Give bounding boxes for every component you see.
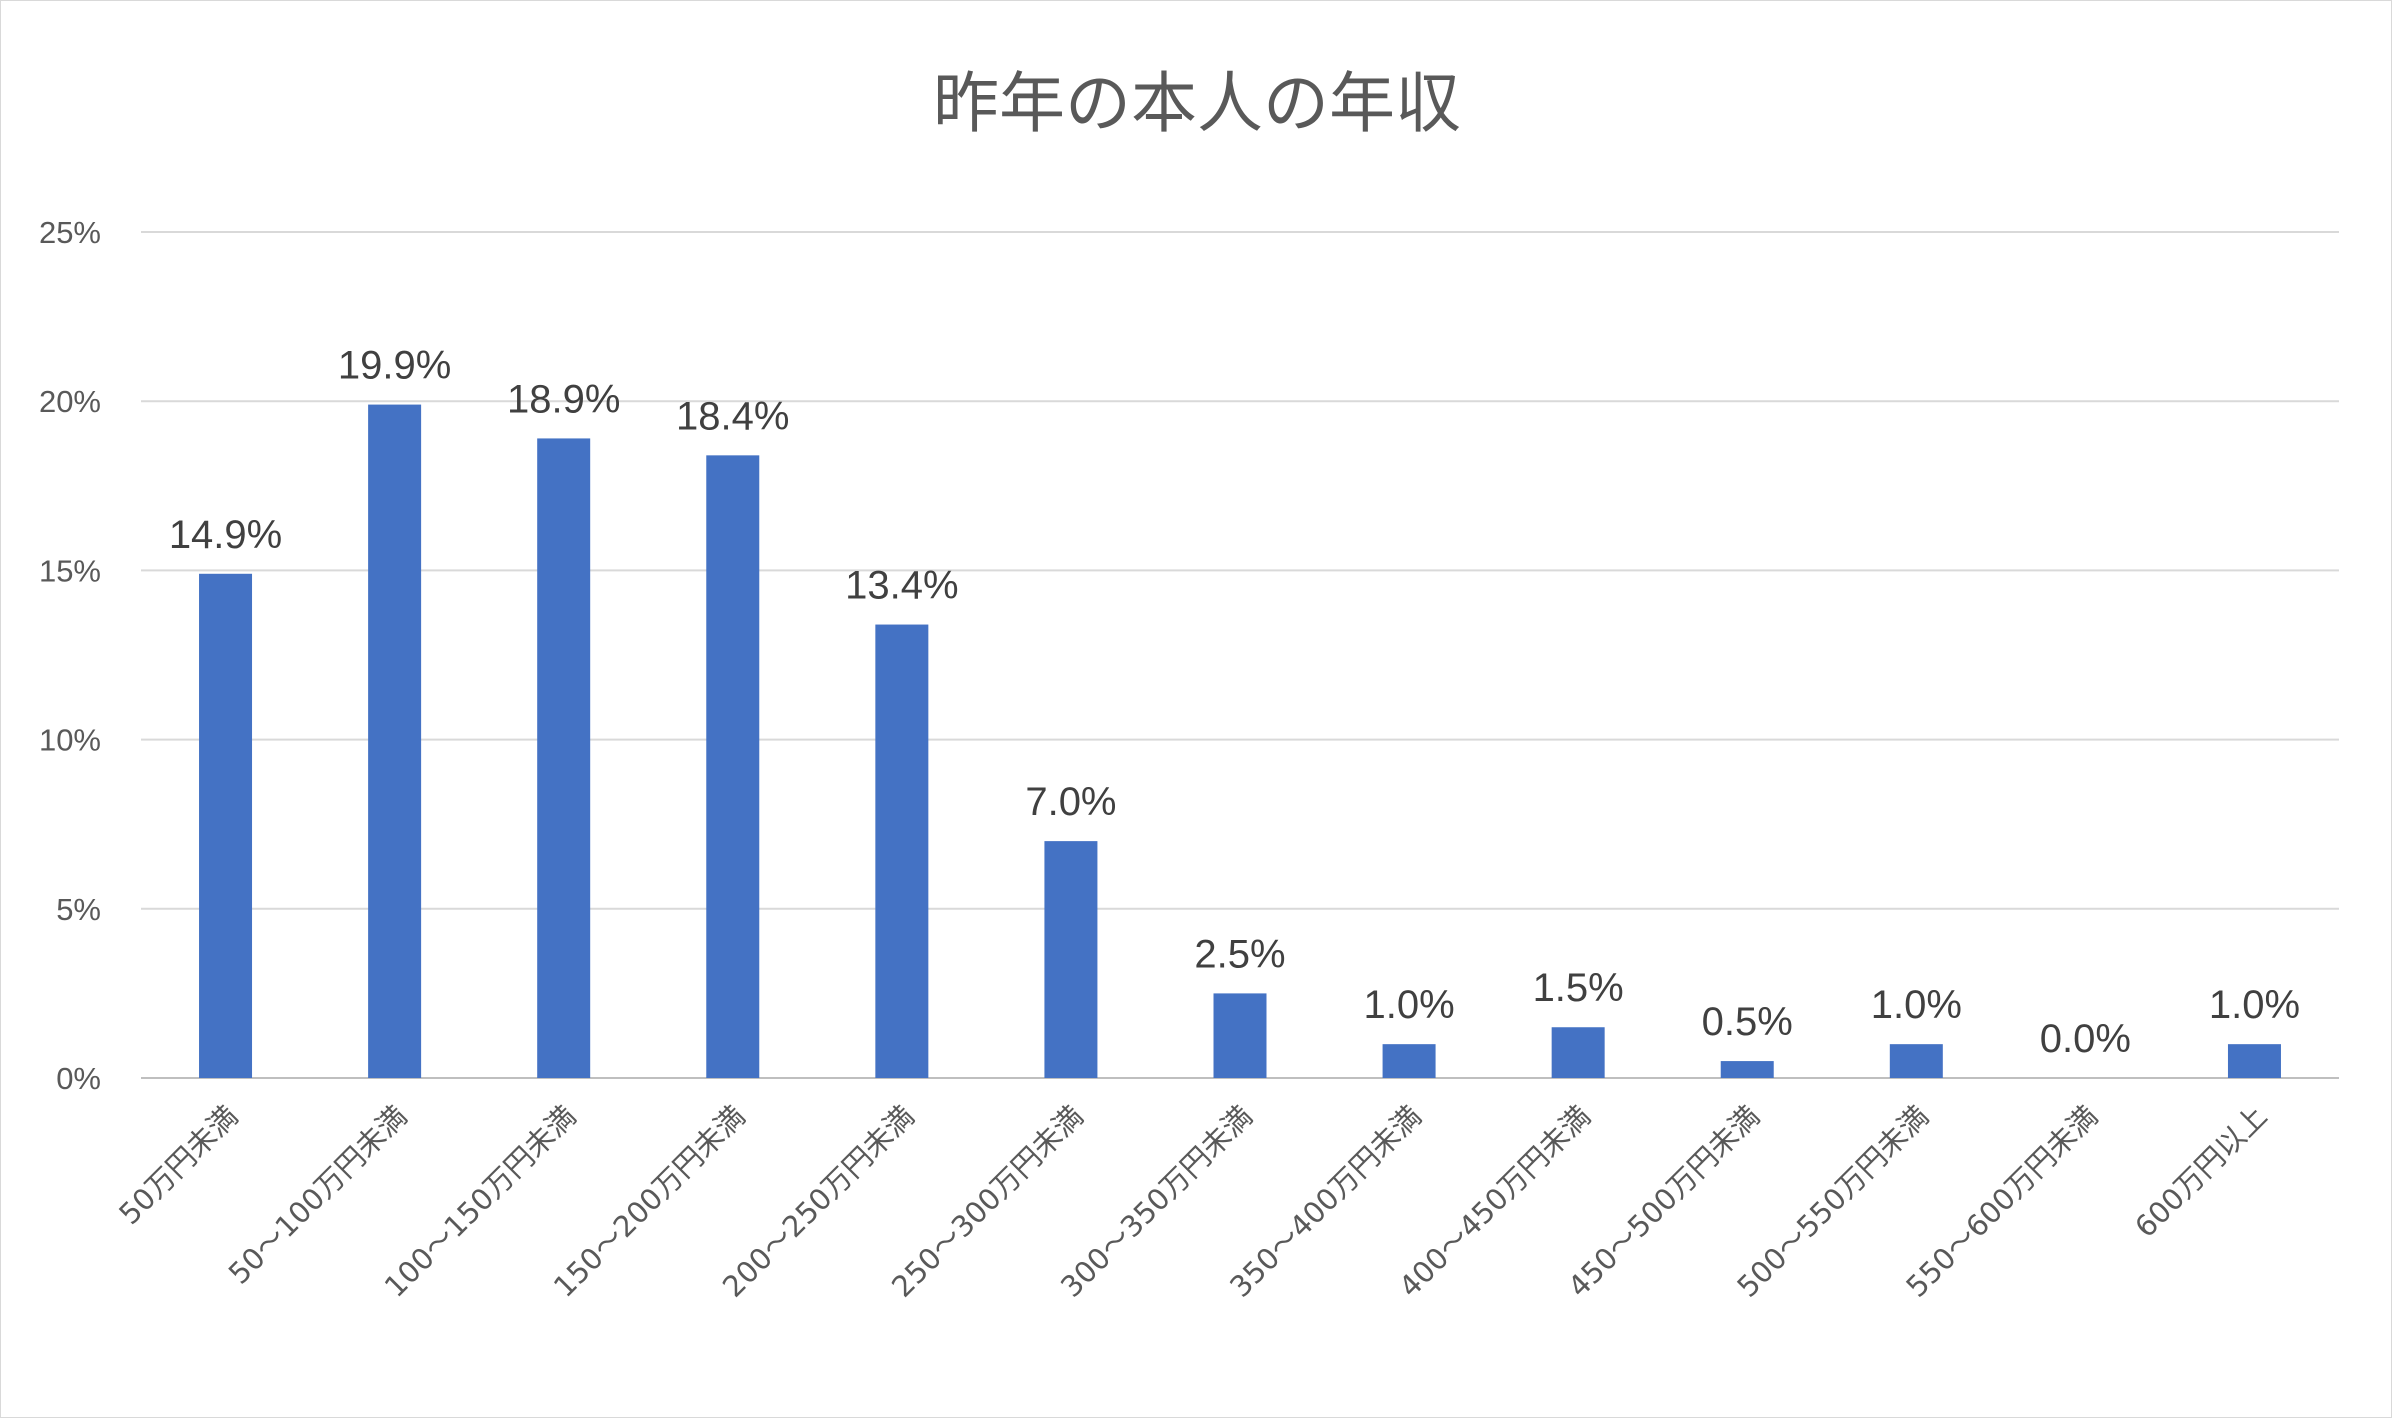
bar [1889,1044,1943,1078]
x-tick-label: 550～600万円未満 [1899,1099,2104,1304]
y-tick-label: 5% [56,892,101,927]
data-label: 13.4% [845,564,958,608]
bar [1044,841,1098,1078]
chart-title: 昨年の本人の年収 [933,65,1461,142]
data-labels: 14.9% 19.9% 18.9% 18.4% 13.4% 7.0% 2.5% 1.0% 1.5… [169,344,2300,1061]
data-label: 1.0% [1871,983,1962,1027]
x-tick-label: 350～400万円未満 [1223,1099,1428,1304]
gridlines [141,231,2339,1079]
data-label: 7.0% [1025,780,1116,824]
data-label: 18.4% [676,394,789,438]
bar [1213,993,1267,1078]
bar [706,455,760,1078]
bar [875,624,929,1078]
bar [537,438,591,1078]
data-label: 18.9% [507,377,620,421]
bar [1551,1027,1605,1078]
data-label: 0.5% [1702,1000,1793,1044]
x-tick-label: 200～250万円未満 [716,1099,921,1304]
x-tick-label: 600万円以上 [2128,1099,2273,1244]
data-label: 1.0% [2209,983,2300,1027]
bar [368,404,422,1079]
data-label: 1.5% [1533,966,1624,1010]
x-axis-ticks: 50万円未満50～100万円未満100～150万円未満150～200万円未満20… [112,1099,2273,1304]
data-label: 19.9% [338,344,451,388]
bar [1720,1061,1774,1078]
y-tick-label: 20% [39,384,101,419]
data-label: 1.0% [1363,983,1454,1027]
data-label: 14.9% [169,513,282,557]
x-tick-label: 450～500万円未満 [1561,1099,1766,1304]
x-tick-label: 100～150万円未満 [378,1099,583,1304]
y-tick-label: 25% [39,215,101,250]
bars [199,404,2281,1079]
y-axis-ticks: 0% 5% 10% 15% 20% 25% [39,215,101,1096]
data-label: 0.0% [2040,1017,2131,1061]
y-tick-label: 15% [39,553,101,588]
x-tick-label: 400～450万円未満 [1392,1099,1597,1304]
x-tick-label: 50～100万円未満 [222,1099,414,1291]
y-tick-label: 0% [56,1061,101,1096]
bar [199,573,253,1078]
x-tick-label: 500～550万円未満 [1730,1099,1935,1304]
y-tick-label: 10% [39,723,101,758]
x-tick-label: 250～300万円未満 [885,1099,1090,1304]
x-tick-label: 300～350万円未満 [1054,1099,1259,1304]
x-tick-label: 50万円未満 [112,1099,244,1231]
x-tick-label: 150～200万円未満 [547,1099,752,1304]
bar [2227,1044,2281,1078]
bar [1382,1044,1436,1078]
data-label: 2.5% [1194,932,1285,976]
